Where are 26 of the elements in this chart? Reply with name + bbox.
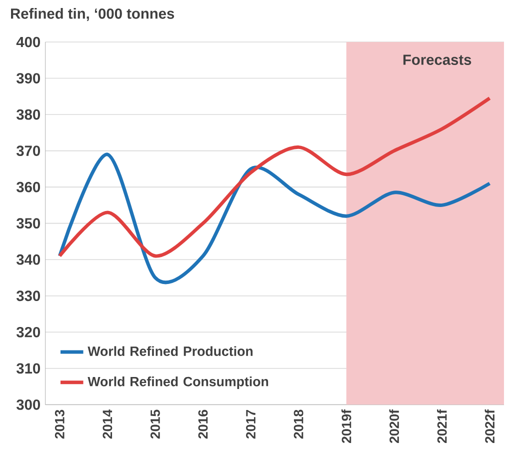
y-tick-label: 330	[16, 290, 40, 302]
x-tick-label: 2015	[150, 410, 160, 439]
chart-title: Refined tin, ‘000 tonnes	[11, 8, 174, 21]
y-tick-label: 310	[16, 363, 40, 374]
y-tick-label: 380	[16, 109, 40, 120]
y-tick-label: 390	[16, 73, 40, 84]
y-tick-label: 320	[16, 326, 40, 338]
legend-label: World Refined Production	[88, 346, 253, 356]
y-tick-label: 300	[16, 399, 40, 410]
x-tick-label: 2016	[198, 410, 208, 439]
x-tick-label: 2021f	[436, 409, 447, 444]
y-tick-label: 360	[16, 182, 40, 192]
y-tick-label: 400	[16, 36, 40, 48]
y-tick-label: 340	[16, 254, 40, 265]
x-tick-label: 2018	[294, 410, 304, 439]
x-tick-label: 2020f	[389, 409, 399, 444]
y-tick-label: 370	[16, 146, 40, 156]
x-tick-label: 2022f	[484, 409, 495, 444]
band-label: Forecasts	[403, 54, 472, 65]
x-tick-label: 2017	[246, 410, 256, 439]
y-tick-label: 350	[16, 218, 40, 229]
legend-label: World Refined Consumption	[88, 376, 268, 389]
x-tick-label: 2014	[102, 409, 112, 439]
line-series	[58, 96, 492, 258]
x-tick-label: 2019f	[341, 409, 352, 444]
x-tick-label: 2013	[54, 410, 64, 439]
